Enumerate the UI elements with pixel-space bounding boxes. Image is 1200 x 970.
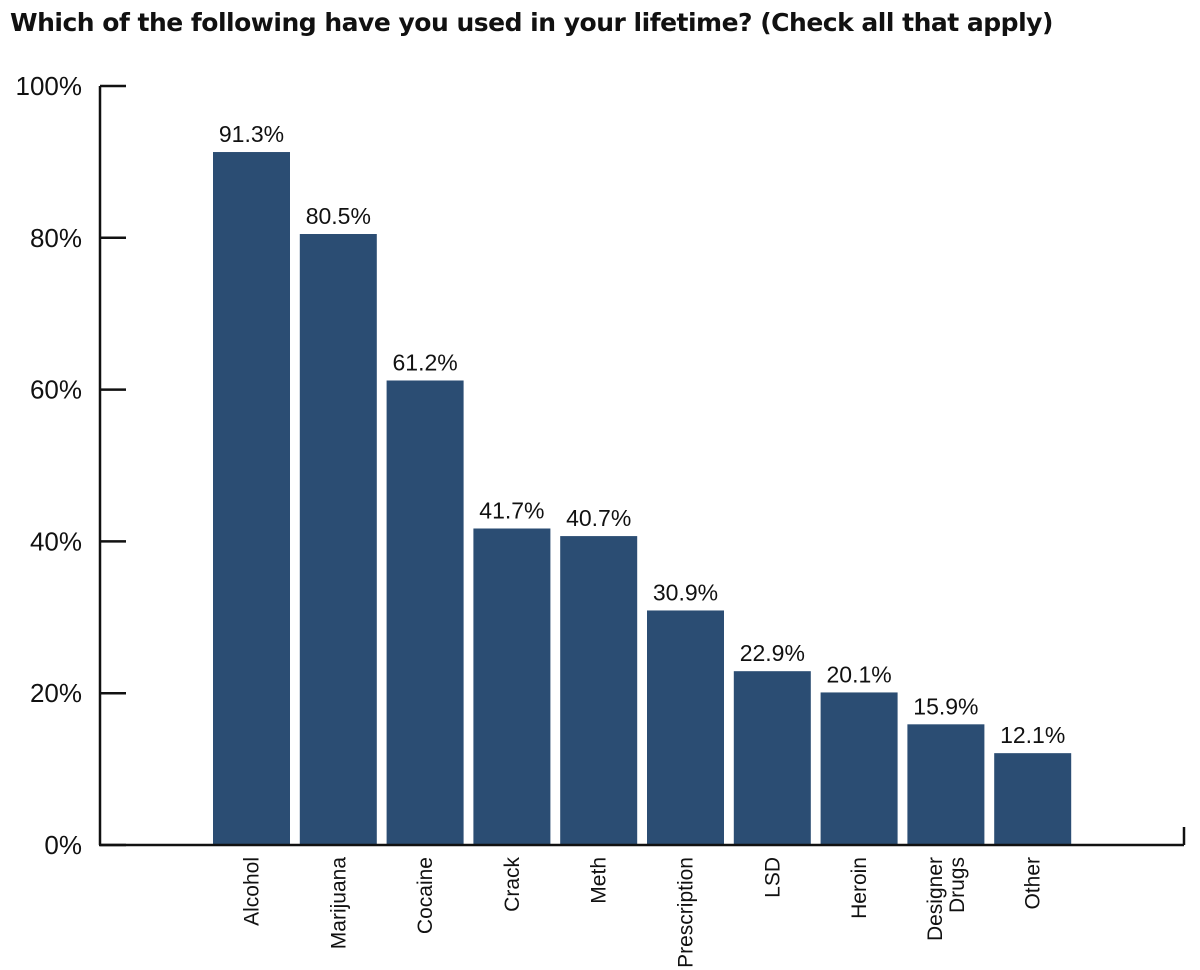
y-tick-label: 60% [30, 375, 82, 405]
bar [733, 671, 811, 845]
x-tick-label-line: Meth [588, 857, 611, 904]
y-tick-label: 40% [30, 526, 82, 556]
x-tick-label-line: Cocaine [414, 857, 437, 934]
x-tick-label-line: Designer [924, 857, 947, 941]
category-labels: Alcohol Marijuana Cocaine Crack Meth Prescrip… [241, 857, 1045, 968]
bar [473, 528, 551, 845]
x-tick-label: Alcohol [241, 857, 264, 926]
x-tick-label: Designer Drugs [924, 857, 969, 941]
x-tick-label: Other [1022, 857, 1045, 910]
data-label: 30.9% [653, 579, 718, 605]
y-tick-label: 80% [30, 223, 82, 253]
bar [994, 753, 1072, 845]
x-tick-label-line: Alcohol [241, 857, 264, 926]
y-tick-label: 0% [44, 830, 82, 860]
data-label: 15.9% [913, 693, 978, 719]
axes [98, 86, 1186, 847]
chart-title: Which of the following have you used in … [10, 8, 1053, 37]
bar [907, 724, 985, 845]
x-tick-label: Crack [501, 857, 524, 912]
x-tick-label-line: Other [1022, 857, 1045, 910]
bar [299, 234, 377, 845]
x-tick-label: Heroin [848, 857, 871, 919]
x-tick-label-line: Marijuana [327, 857, 350, 950]
y-axis-ticks: 0% 20% 40% 60% 80% 100% [16, 71, 126, 860]
y-tick-label: 100% [16, 71, 83, 101]
bar [213, 152, 290, 845]
x-tick-label: Marijuana [327, 857, 350, 950]
data-label: 80.5% [306, 203, 371, 229]
data-label: 91.3% [219, 121, 284, 147]
x-tick-label: LSD [761, 857, 784, 898]
data-label: 40.7% [566, 505, 631, 531]
x-tick-label-line: Drugs [946, 857, 969, 913]
data-label: 20.1% [826, 661, 891, 687]
data-label: 61.2% [392, 349, 457, 375]
x-tick-label-line: Prescription [675, 857, 698, 968]
data-label: 41.7% [479, 497, 544, 523]
data-label: 22.9% [740, 640, 805, 666]
value-labels: 91.3% 80.5% 61.2% 41.7% 40.7% 30.9% 22.9% 20.1%… [219, 121, 1065, 748]
x-tick-label-line: Crack [501, 857, 524, 912]
x-tick-label: Prescription [675, 857, 698, 968]
bar [820, 692, 898, 845]
data-label: 12.1% [1000, 722, 1065, 748]
y-tick-label: 20% [30, 678, 82, 708]
bar [560, 536, 638, 845]
bar [647, 610, 724, 845]
x-tick-label-line: Heroin [848, 857, 871, 919]
bars [213, 152, 1072, 845]
bar [386, 380, 464, 845]
x-tick-label: Meth [588, 857, 611, 904]
x-tick-label: Cocaine [414, 857, 437, 934]
x-tick-label-line: LSD [761, 857, 784, 898]
